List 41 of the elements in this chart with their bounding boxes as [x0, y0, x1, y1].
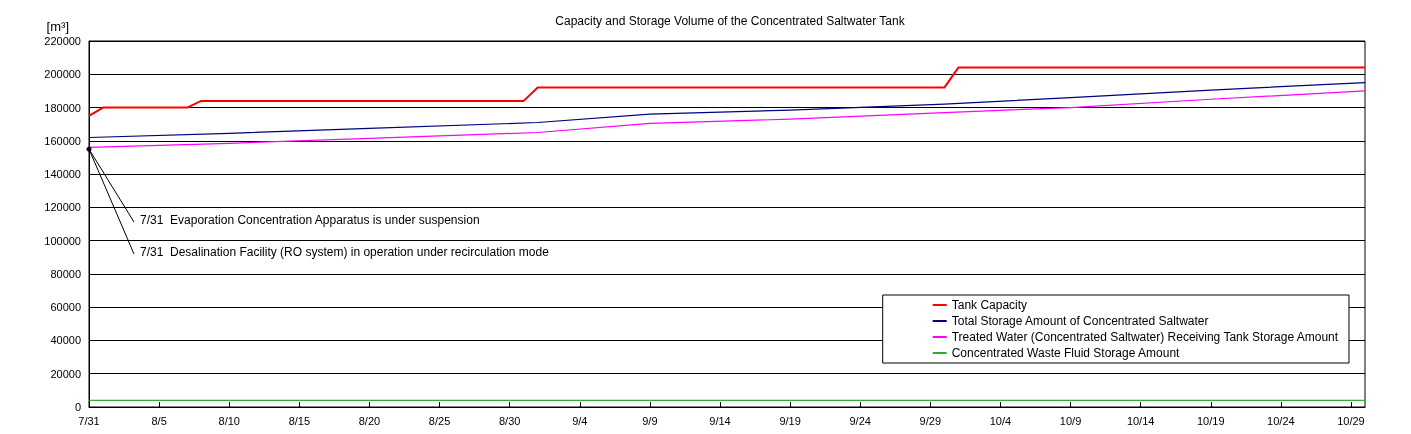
legend-label: Total Storage Amount of Concentrated Saltwater	[951, 314, 1209, 328]
x-tick-label: 9/24	[849, 414, 871, 427]
x-tick-label: 9/14	[709, 414, 731, 427]
x-tick-label: 9/9	[642, 414, 658, 427]
y-tick-label: 100000	[44, 234, 81, 247]
y-axis-title: [m³]	[46, 19, 69, 34]
annotation: 7/31 Desalination Facility (RO system) in operation under recirculation mode	[140, 245, 550, 259]
x-tick-label: 7/31	[78, 414, 100, 427]
line-series	[88, 81, 1366, 139]
x-tick-label: 8/20	[358, 414, 381, 427]
legend-label: Concentrated Waste Fluid Storage Amount	[951, 346, 1181, 360]
chart-title: Capacity and Storage Volume of the Concentrated Saltwater Tank	[555, 14, 906, 28]
y-tick-label: 140000	[44, 168, 81, 181]
y-tick-label: 60000	[50, 301, 81, 314]
y-tick-label: 40000	[50, 334, 81, 347]
y-tick-label: 20000	[50, 367, 81, 380]
legend-label: Treated Water (Concentrated Saltwater) Receiving Tank Storage Amount	[951, 330, 1339, 344]
x-tick-label: 9/4	[572, 414, 588, 427]
x-tick-label: 10/9	[1059, 414, 1082, 427]
y-tick-label: 0	[74, 401, 81, 413]
annotation: 7/31 Evaporation Concentration Apparatus is under suspension	[140, 213, 480, 227]
y-tick-label: 200000	[44, 68, 81, 81]
y-tick-label: 160000	[44, 134, 81, 147]
x-tick-label: 8/10	[218, 414, 240, 427]
x-tick-label: 10/4	[989, 414, 1012, 427]
x-tick-label: 10/29	[1337, 414, 1365, 427]
y-tick-label: 80000	[50, 267, 81, 280]
x-tick-label: 9/29	[919, 414, 942, 427]
y-tick-label: 120000	[44, 201, 81, 214]
legend-label: Tank Capacity	[951, 298, 1028, 312]
x-tick-label: 10/24	[1267, 414, 1295, 427]
x-tick-label: 8/5	[151, 414, 167, 427]
x-tick-label: 8/15	[288, 414, 311, 427]
y-tick-label: 220000	[44, 35, 81, 47]
x-tick-label: 8/30	[498, 414, 521, 427]
x-tick-label: 10/14	[1126, 414, 1155, 427]
line-series	[88, 66, 1366, 117]
x-tick-label: 10/19	[1196, 414, 1225, 427]
x-tick-label: 8/25	[428, 414, 451, 427]
y-tick-label: 180000	[44, 101, 81, 114]
x-tick-label: 9/19	[779, 414, 801, 427]
